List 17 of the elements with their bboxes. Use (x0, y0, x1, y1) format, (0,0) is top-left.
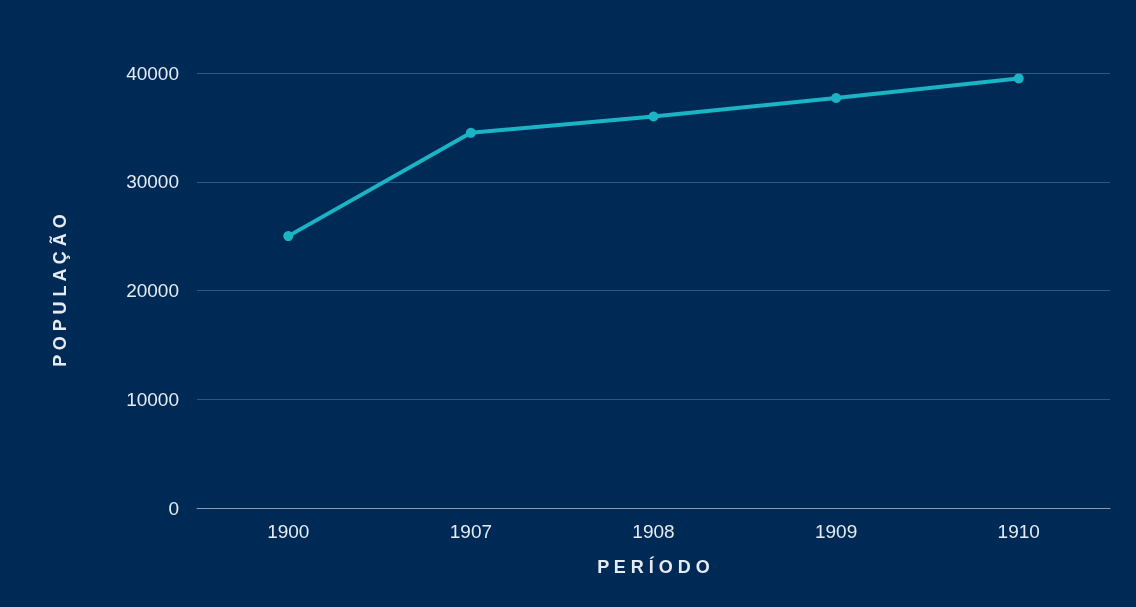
x-tick-label: 1907 (449, 521, 493, 542)
y-tick-label: 20000 (126, 280, 179, 301)
y-tick-label: 30000 (126, 171, 179, 193)
y-tick-label: 40000 (126, 62, 179, 84)
y-tick-label: 10000 (126, 388, 179, 410)
point (648, 111, 659, 122)
point (283, 231, 294, 242)
x-tick-label: 1909 (814, 521, 858, 542)
point (465, 127, 476, 138)
x-tick-label: 1908 (632, 521, 675, 542)
y-axis-title: P O P U L A Ç Ã O (49, 214, 70, 367)
point (831, 93, 842, 104)
y-tick-label: 0 (168, 497, 179, 519)
x-axis-title: P E R Í O D O (597, 556, 710, 577)
point (1013, 73, 1024, 84)
x-tick-label: 1910 (997, 521, 1040, 542)
x-tick-label: 1900 (267, 521, 310, 542)
